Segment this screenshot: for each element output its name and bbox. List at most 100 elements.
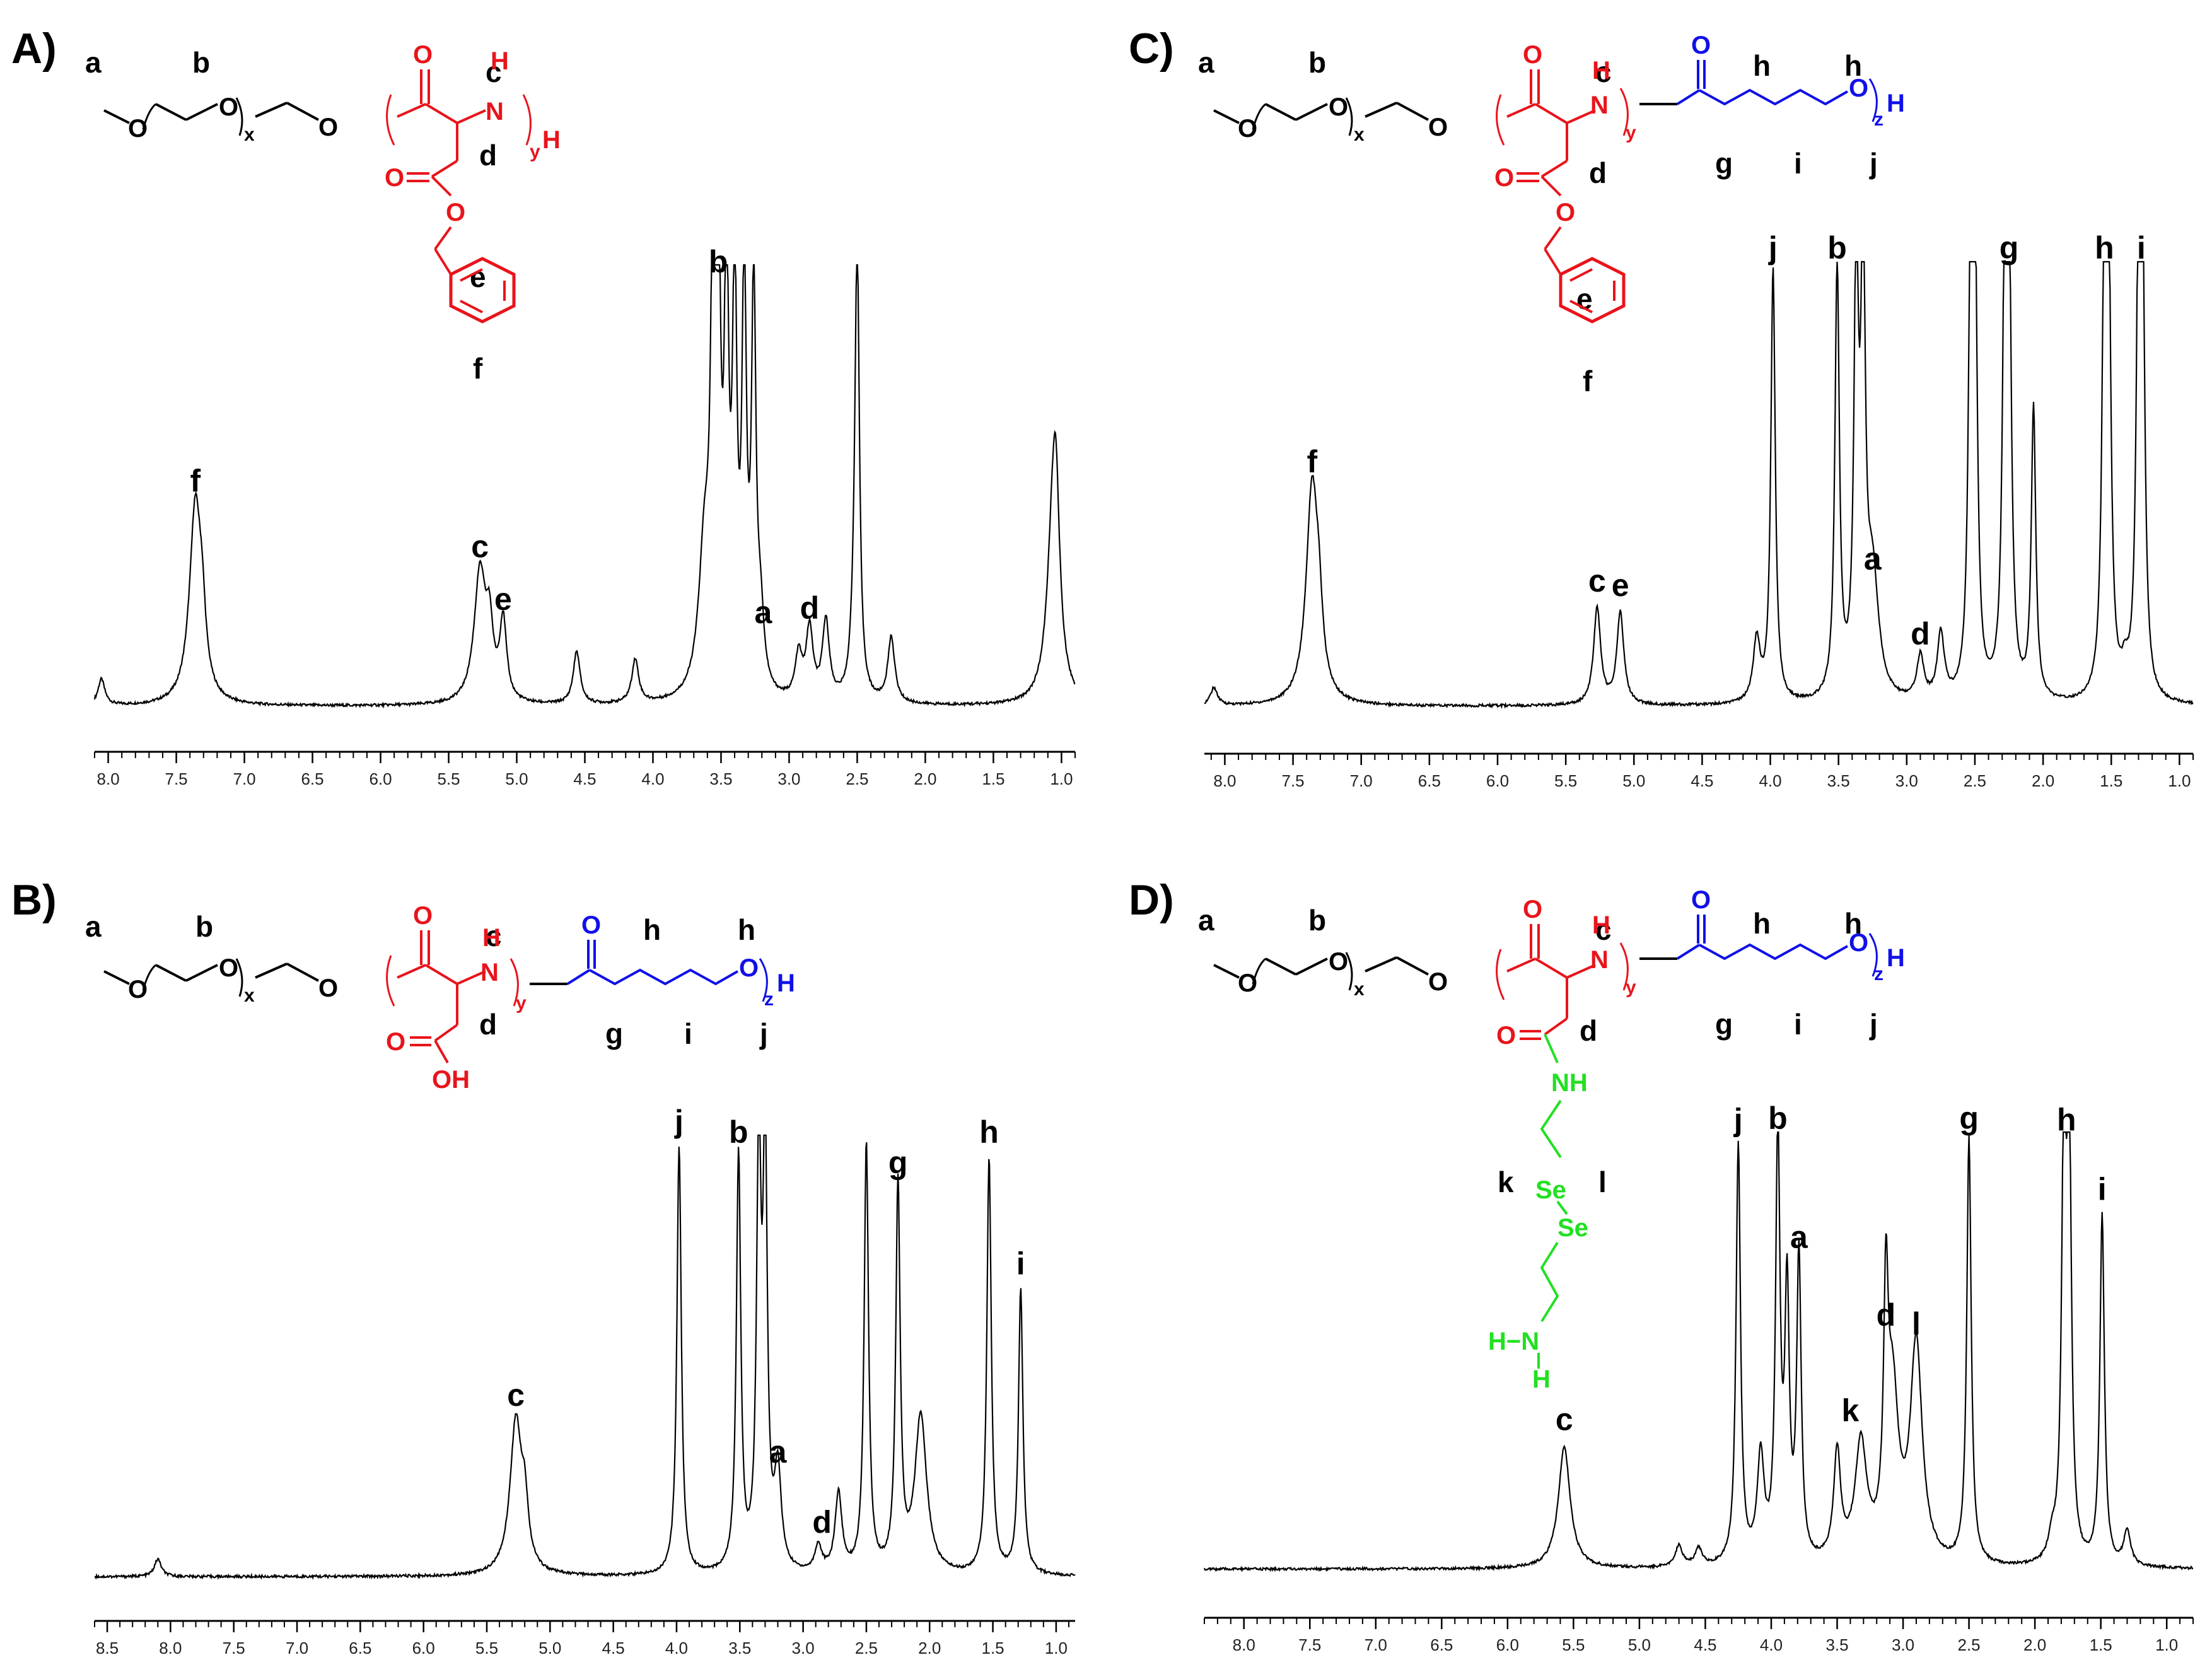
tick-label: 6.0	[1496, 1635, 1519, 1654]
tick-label: 5.5	[437, 769, 460, 788]
tick-label: 3.0	[777, 769, 800, 788]
svg-text:NH: NH	[1551, 1069, 1588, 1097]
peak-label: b	[729, 1114, 748, 1150]
tick-label: 7.5	[223, 1639, 245, 1657]
peak-label: g	[888, 1145, 908, 1180]
peak-label: g	[2000, 230, 2019, 266]
peak-label: b	[709, 244, 728, 279]
svg-text:O: O	[1496, 1022, 1516, 1049]
tick-label: 7.0	[286, 1639, 308, 1657]
tick-label: 6.0	[412, 1639, 435, 1657]
tick-label: 5.0	[505, 769, 528, 788]
svg-text:i: i	[1794, 1008, 1802, 1041]
tick-label: 3.0	[792, 1639, 815, 1657]
svg-text:a: a	[1198, 46, 1214, 79]
svg-text:H: H	[1592, 57, 1610, 85]
tick-label: 8.0	[1233, 1635, 1255, 1654]
svg-text:H: H	[1532, 1365, 1551, 1393]
peak-label: i	[2137, 230, 2146, 266]
svg-text:b: b	[1308, 904, 1326, 937]
tick-label: 7.5	[1298, 1635, 1321, 1654]
peak-label: a	[1790, 1219, 1808, 1254]
tick-label: 1.5	[982, 769, 1004, 788]
tick-label: 1.5	[982, 1639, 1004, 1657]
peak-labels-B: c j b ad g h i	[507, 1104, 1025, 1540]
peak-label: b	[1827, 230, 1847, 266]
svg-text:y: y	[1626, 977, 1636, 998]
svg-text:i: i	[684, 1017, 692, 1050]
tick-label: 6.5	[301, 769, 323, 788]
tick-label: 6.5	[1430, 1635, 1453, 1654]
tick-label: 7.5	[1282, 771, 1305, 790]
tick-label: 1.0	[1050, 769, 1073, 788]
structure-C: a b c d e f h h g i j O H N y	[1198, 30, 1906, 397]
peak-label: d	[800, 590, 820, 626]
panel-D: D) a b c d k l h h g i j O H N y	[1129, 876, 2194, 1654]
svg-text:k: k	[1498, 1166, 1514, 1198]
svg-text:g: g	[1715, 147, 1733, 180]
svg-text:a: a	[85, 46, 102, 79]
tick-label: 1.5	[2100, 771, 2122, 790]
tick-label: 2.0	[2023, 1635, 2046, 1654]
svg-text:d: d	[479, 139, 497, 172]
peak-label: b	[1768, 1101, 1788, 1136]
panel-C: C) a b c d e f h h g i j O H N y	[1129, 25, 2194, 790]
peak-label: e	[1612, 568, 1629, 603]
svg-text:c: c	[486, 920, 502, 952]
tick-label: 5.5	[475, 1639, 498, 1657]
svg-text:H: H	[491, 47, 509, 75]
structure-A: a b c d e f O H N y H	[85, 41, 561, 385]
spectrum-D: 8.0 7.5 7.0 6.5 6.0 5.5 5.0 4.5 4.0 3.5 3.0 2.5 2.0 1…	[1203, 1131, 2194, 1654]
svg-text:f: f	[473, 352, 483, 385]
svg-text:c: c	[1595, 913, 1612, 946]
svg-text:H: H	[482, 924, 501, 952]
svg-text:H: H	[1592, 911, 1610, 939]
tick-label: 5.5	[1562, 1635, 1585, 1654]
svg-text:d: d	[1580, 1014, 1597, 1047]
svg-text:a: a	[85, 910, 102, 943]
tick-label: 4.5	[602, 1639, 625, 1657]
svg-text:O: O	[386, 1028, 405, 1056]
svg-text:c: c	[486, 56, 502, 88]
tick-label: 8.0	[1213, 771, 1236, 790]
tick-label: 6.0	[369, 769, 392, 788]
svg-text:l: l	[1598, 1166, 1607, 1198]
peak-label: f	[190, 463, 201, 498]
svg-text:e: e	[470, 260, 486, 293]
tick-label: 1.0	[2155, 1635, 2178, 1654]
peak-label: k	[1842, 1393, 1860, 1429]
tick-label: 2.5	[855, 1639, 878, 1657]
tick-label: 3.5	[1825, 1635, 1848, 1654]
svg-text:H−N: H−N	[1488, 1328, 1539, 1355]
svg-text:O: O	[1523, 896, 1542, 923]
svg-text:c: c	[1595, 56, 1612, 88]
tick-label: 7.0	[1350, 771, 1373, 790]
peak-label: d	[812, 1504, 832, 1540]
tick-label: 2.0	[914, 769, 936, 788]
tick-label: 5.0	[1628, 1635, 1651, 1654]
tick-label: 4.5	[573, 769, 596, 788]
tick-label: 6.0	[1486, 771, 1509, 790]
tick-label: 4.0	[641, 769, 664, 788]
svg-text:y: y	[516, 993, 527, 1014]
tick-label: 1.0	[1045, 1639, 1068, 1657]
svg-text:N: N	[486, 98, 504, 126]
tick-label: 2.5	[846, 769, 868, 788]
peak-label: j	[674, 1104, 684, 1139]
peak-label: i	[2098, 1172, 2107, 1207]
structure-B: a b c d h h g i j O H N y O	[85, 902, 796, 1094]
panel-label-D: D)	[1129, 876, 1174, 924]
peak-label: l	[1912, 1306, 1921, 1342]
peak-label: h	[2095, 230, 2114, 266]
tick-label: 2.5	[1964, 771, 1986, 790]
svg-text:O: O	[413, 41, 433, 69]
svg-text:Se: Se	[1535, 1176, 1566, 1204]
peak-label: e	[494, 582, 512, 617]
spectrum-trace	[94, 1134, 1076, 1581]
svg-text:O: O	[1523, 41, 1542, 69]
svg-text:N: N	[1590, 91, 1609, 119]
svg-text:d: d	[479, 1008, 497, 1041]
spectrum-trace	[93, 264, 1076, 709]
peak-label: c	[1588, 563, 1606, 599]
svg-text:OH: OH	[432, 1066, 470, 1094]
